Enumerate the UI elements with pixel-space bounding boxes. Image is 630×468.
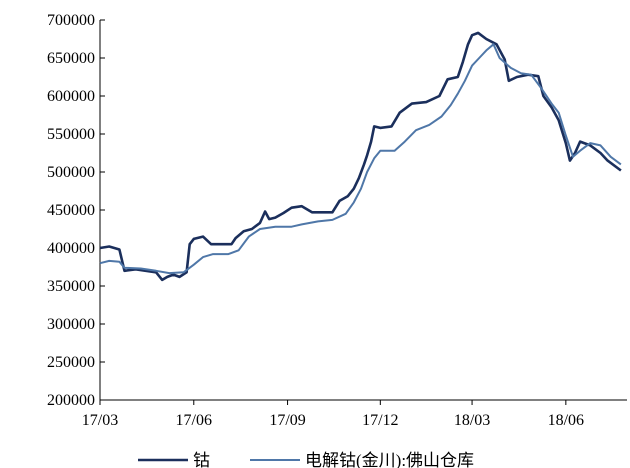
y-tick-label: 500000 — [47, 164, 95, 181]
plot-area: 200000 250000 300000 350000 400000 450000 5000… — [47, 12, 627, 429]
y-tick-label: 550000 — [47, 126, 95, 143]
series-lines — [99, 31, 622, 282]
x-tick-label: 17/06 — [176, 412, 212, 429]
x-ticks: 17/03 17/06 17/09 17/12 18/03 18/06 — [82, 400, 584, 429]
y-tick-label: 350000 — [47, 278, 95, 295]
y-tick-label: 700000 — [47, 12, 95, 29]
y-tick-label: 650000 — [47, 50, 95, 67]
x-tick-label: 18/03 — [454, 412, 490, 429]
legend-label-1: 钴 — [193, 451, 210, 468]
x-tick-label: 18/06 — [548, 412, 584, 429]
legend: 钴 电解钴(金川):佛山仓库 — [138, 451, 474, 468]
x-tick-label: 17/12 — [362, 412, 398, 429]
x-tick-label: 17/09 — [269, 412, 305, 429]
series-line-1 — [99, 31, 622, 282]
y-tick-label: 200000 — [47, 392, 95, 409]
x-tick-label: 17/03 — [82, 412, 118, 429]
y-tick-label: 450000 — [47, 202, 95, 219]
y-tick-label: 250000 — [47, 354, 95, 371]
y-tick-label: 600000 — [47, 88, 95, 105]
legend-label-2: 电解钴(金川):佛山仓库 — [305, 451, 474, 468]
y-tick-label: 400000 — [47, 240, 95, 257]
y-tick-label: 300000 — [47, 316, 95, 333]
y-ticks: 200000 250000 300000 350000 400000 450000 5000… — [47, 12, 105, 409]
series-line-2 — [99, 43, 622, 275]
